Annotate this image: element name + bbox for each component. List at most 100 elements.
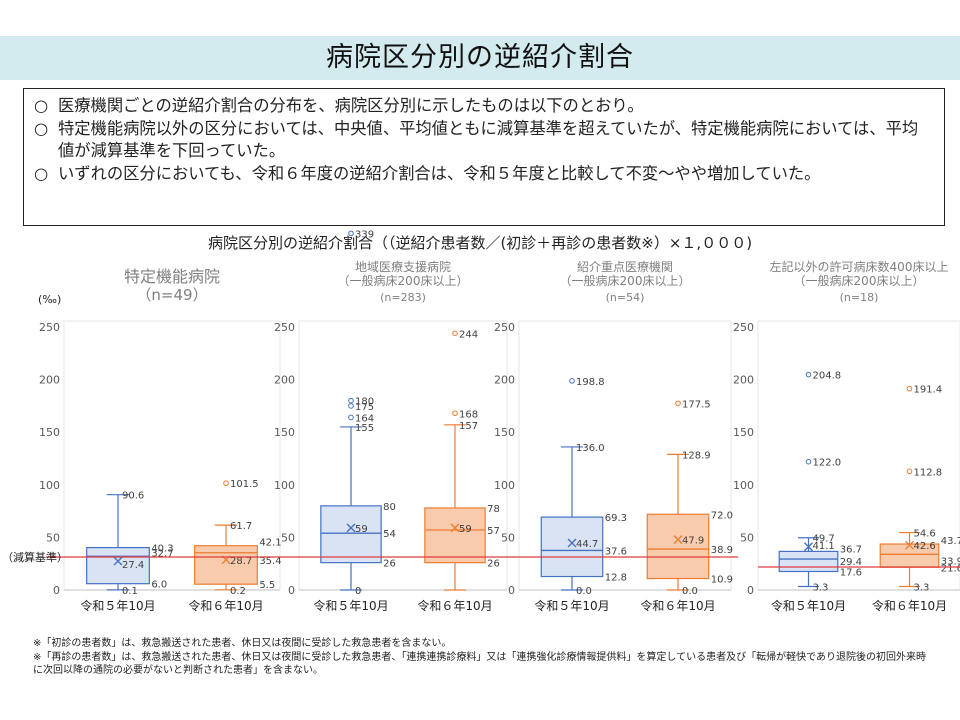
- summary-bullet: ○ いずれの区分においても、令和６年度の逆紹介割合は、令和５年度と比較して不変～や…: [34, 163, 934, 186]
- summary-text: 医療機関ごとの逆紹介割合の分布を、病院区分別に示したものは以下のとおり。: [58, 96, 644, 115]
- box-iqr: [646, 513, 710, 580]
- y-tick-label: 0: [508, 584, 515, 597]
- outlier-point: [223, 480, 229, 487]
- x-category-label: 令和６年10月: [872, 598, 947, 613]
- x-category-label: 令和５年10月: [771, 598, 846, 613]
- chart-title: 病院区分別の逆紹介割合（（逆紹介患者数／(初診＋再診の患者数※）×１,０００): [207, 234, 753, 252]
- data-label: 155: [355, 423, 374, 434]
- data-label: 12.8: [605, 573, 627, 584]
- data-label: 43.7: [941, 536, 960, 547]
- outlier-point: [348, 397, 354, 404]
- x-category-label: 令和５年10月: [80, 598, 155, 613]
- outlier-point: [906, 385, 913, 392]
- data-label: 5.5: [259, 580, 275, 591]
- data-label: 180: [355, 397, 374, 408]
- data-label: 59: [459, 524, 472, 535]
- mean-marker: [113, 556, 123, 566]
- data-label: 32.7: [151, 548, 173, 559]
- y-tick-label: 150: [733, 426, 754, 439]
- data-label: 6.0: [151, 580, 167, 591]
- data-label: 54.6: [914, 529, 936, 540]
- footnote: ※「初診の患者数」は、救急搬送された患者、休日又は夜間に受診した救急患者を含まな…: [33, 638, 452, 649]
- data-label: 244: [459, 329, 478, 340]
- data-label: 168: [459, 409, 478, 420]
- outlier-point: [569, 378, 575, 384]
- data-label: 44.7: [576, 539, 598, 550]
- data-label: 164: [355, 413, 374, 424]
- x-category-label: 令和６年10月: [188, 598, 263, 613]
- y-tick-label: 250: [733, 321, 754, 334]
- data-label: 3.3: [914, 583, 930, 594]
- y-tick-label: 100: [39, 479, 60, 492]
- mean-marker: [905, 540, 914, 550]
- panel-title: (n=54): [606, 291, 645, 304]
- data-label: 21.6: [941, 563, 960, 574]
- bullet-mark: ○: [34, 118, 49, 138]
- data-label: 49.7: [813, 534, 835, 545]
- data-label: 204.8: [813, 371, 842, 382]
- data-label: 78: [487, 504, 500, 515]
- box-iqr: [778, 550, 839, 573]
- summary-box: ○ 医療機関ごとの逆紹介割合の分布を、病院区分別に示したものは以下のとおり。 ○ 特…: [23, 88, 945, 226]
- data-label: 90.6: [122, 491, 144, 502]
- data-label: 37.6: [605, 546, 627, 557]
- data-label: 28.7: [230, 556, 252, 567]
- data-label: 35.4: [259, 556, 281, 567]
- y-tick-label: 250: [39, 321, 60, 334]
- y-tick-label: 0: [747, 584, 754, 597]
- title-band: [0, 36, 960, 80]
- data-label: 122.0: [813, 458, 842, 469]
- x-category-label: 令和６年10月: [640, 598, 715, 613]
- y-tick-label: 50: [501, 531, 515, 544]
- outlier-point: [348, 403, 354, 409]
- outlier-point: [348, 414, 354, 421]
- y-tick-label: 250: [494, 321, 515, 334]
- data-label: 54: [383, 529, 396, 540]
- panel-title: 左記以外の許可病床数400床以上: [770, 259, 949, 274]
- y-tick-label: 100: [733, 479, 754, 492]
- summary-text: 特定機能病院以外の区分においては、中央値、平均値ともに減算基準を超えていたが、特…: [58, 118, 919, 161]
- outlier-point: [675, 400, 681, 407]
- data-label: 47.9: [682, 536, 704, 547]
- mean-marker: [346, 523, 356, 533]
- y-tick-label: 150: [494, 426, 515, 439]
- data-label: 26: [383, 559, 396, 570]
- panel-title: (n=283): [380, 291, 426, 304]
- footnotes: ※「初診の患者数」は、救急搬送された患者、休日又は夜間に受診した救急患者を含まな…: [33, 637, 933, 678]
- mean-marker: [567, 538, 577, 548]
- outlier-point: [906, 468, 913, 475]
- data-label: 0.1: [122, 586, 138, 597]
- y-tick-label: 200: [39, 374, 60, 387]
- page-title: 病院区分別の逆紹介割合: [326, 42, 634, 73]
- data-label: 41.1: [813, 541, 835, 552]
- y-tick-label: 200: [274, 374, 295, 387]
- panel-title: 紹介重点医療機関: [577, 259, 673, 274]
- y-tick-label: 200: [733, 374, 754, 387]
- data-label: 112.8: [914, 467, 943, 478]
- y-tick-label: 100: [494, 479, 515, 492]
- panel-title: (n=18): [840, 291, 879, 304]
- mean-marker: [804, 542, 813, 552]
- y-tick-label: 200: [494, 374, 515, 387]
- data-label: 191.4: [914, 385, 943, 396]
- y-tick-label: 250: [274, 321, 295, 334]
- mean-marker: [673, 535, 683, 545]
- y-tick-label: 0: [288, 584, 295, 597]
- footnote: ※「再診の患者数」は、救急搬送された患者、休日又は夜間に受診した救急患者、「連携…: [33, 651, 926, 677]
- data-label: 36.7: [840, 544, 862, 555]
- data-label: 0.0: [682, 586, 698, 597]
- data-label: 57: [487, 526, 500, 537]
- box-iqr: [320, 505, 382, 564]
- outlier-point: [805, 458, 812, 465]
- y-tick-label: 50: [46, 531, 60, 544]
- panel-title: （一般病床200床以上）: [338, 273, 469, 288]
- data-label: 38.9: [711, 545, 733, 556]
- data-label: 339: [355, 229, 374, 240]
- summary-bullet: ○ 特定機能病院以外の区分においては、中央値、平均値ともに減算基準を超えていたが、…: [34, 118, 934, 163]
- box-iqr: [86, 547, 150, 585]
- data-label: 128.9: [682, 450, 711, 461]
- data-label: 42.1: [259, 538, 281, 549]
- data-label: 17.6: [840, 567, 862, 578]
- box-iqr: [424, 507, 486, 564]
- x-category-label: 令和６年10月: [417, 598, 492, 613]
